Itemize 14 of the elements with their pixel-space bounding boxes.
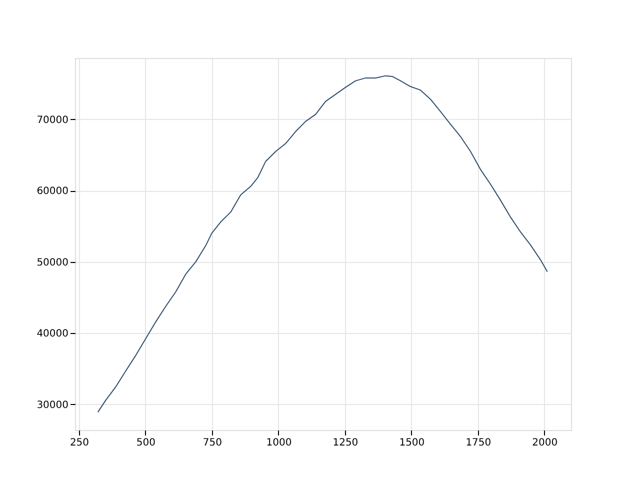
y-tick-label: 70000 xyxy=(36,114,68,126)
line-series xyxy=(97,75,548,413)
y-tick-label: 40000 xyxy=(36,328,68,340)
x-tick-label: 1750 xyxy=(466,438,492,448)
x-tick-label: 1250 xyxy=(332,438,358,448)
y-tick-label: 50000 xyxy=(36,257,68,268)
x-tick-label: 1500 xyxy=(399,438,425,448)
x-tick-label: 2000 xyxy=(532,438,558,448)
y-tick-label: 30000 xyxy=(36,400,68,411)
x-tick-label: 500 xyxy=(136,438,156,448)
x-tick-label: 250 xyxy=(70,438,90,448)
x-tick-label: 1000 xyxy=(266,438,292,448)
y-tick-label: 60000 xyxy=(36,186,68,198)
x-tick-label: 750 xyxy=(202,438,222,448)
